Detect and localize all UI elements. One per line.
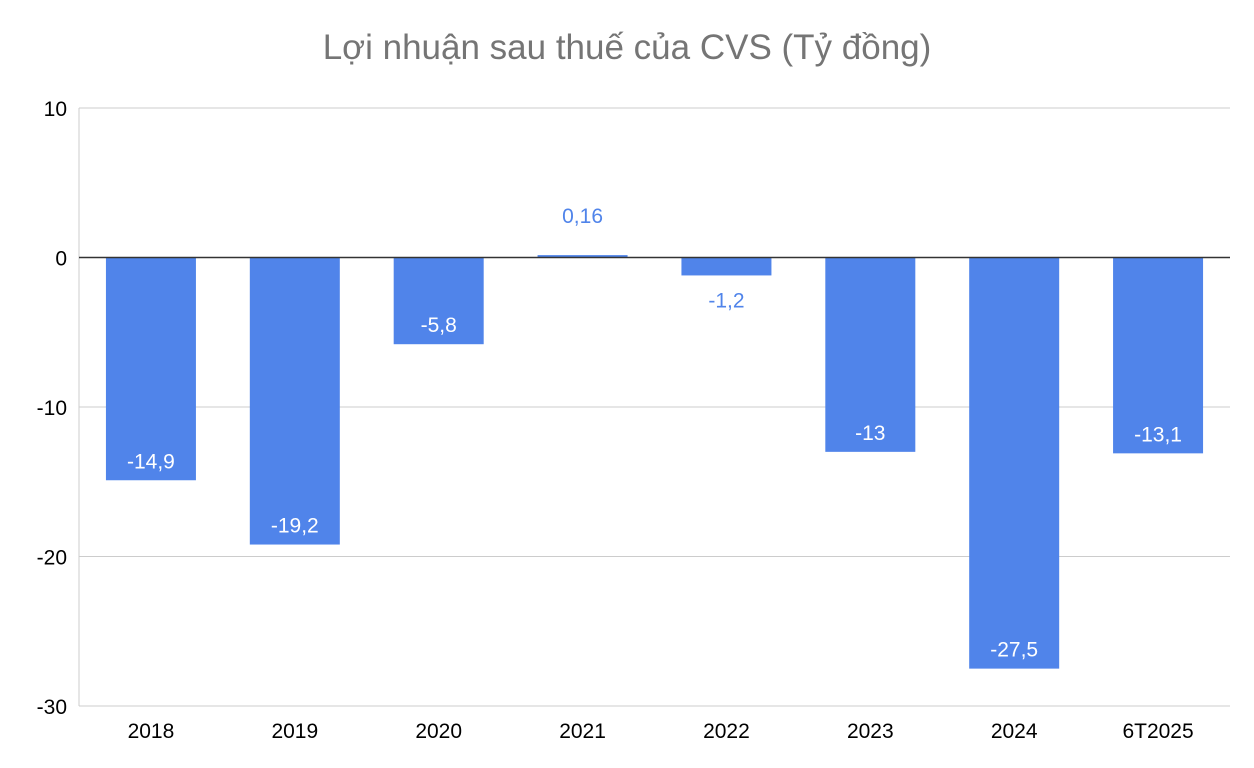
data-label: -14,9 — [127, 450, 175, 473]
data-label: -13 — [855, 422, 885, 445]
y-tick-label: -30 — [37, 696, 67, 719]
bar — [969, 257, 1060, 669]
x-tick-label: 2019 — [271, 720, 318, 743]
bar — [393, 257, 484, 345]
x-tick-label: 2020 — [415, 720, 462, 743]
x-tick-label: 6T2025 — [1122, 720, 1193, 743]
y-tick-label: -20 — [37, 547, 67, 570]
data-label: -1,2 — [708, 289, 744, 312]
data-labels: -14,9 -19,2 -5,8 0,16 -1,2 -13 -27,5 -13,1 — [127, 205, 1182, 662]
data-label: -13,1 — [1134, 423, 1182, 446]
bar — [249, 257, 340, 545]
bar — [681, 257, 772, 276]
bar — [105, 257, 196, 481]
bar — [825, 257, 916, 452]
x-tick-label: 2023 — [847, 720, 894, 743]
y-tick-label: -10 — [37, 397, 67, 420]
data-label: 0,16 — [562, 205, 603, 228]
chart-title: Lợi nhuận sau thuế của CVS (Tỷ đồng) — [322, 28, 932, 67]
axes: 10 0 -10 -20 -30 2018 2019 2020 2021 2022 2023 2024… — [37, 98, 1230, 743]
data-label: -19,2 — [271, 515, 319, 538]
y-tick-label: 10 — [44, 98, 67, 121]
bars — [105, 255, 1204, 669]
x-tick-label: 2018 — [128, 720, 175, 743]
y-tick-label: 0 — [55, 248, 67, 271]
data-label: -5,8 — [421, 314, 457, 337]
x-tick-label: 2024 — [991, 720, 1038, 743]
data-label: -27,5 — [990, 639, 1038, 662]
bar — [1113, 257, 1204, 454]
x-tick-label: 2021 — [559, 720, 606, 743]
x-tick-label: 2022 — [703, 720, 750, 743]
bar — [537, 255, 628, 258]
